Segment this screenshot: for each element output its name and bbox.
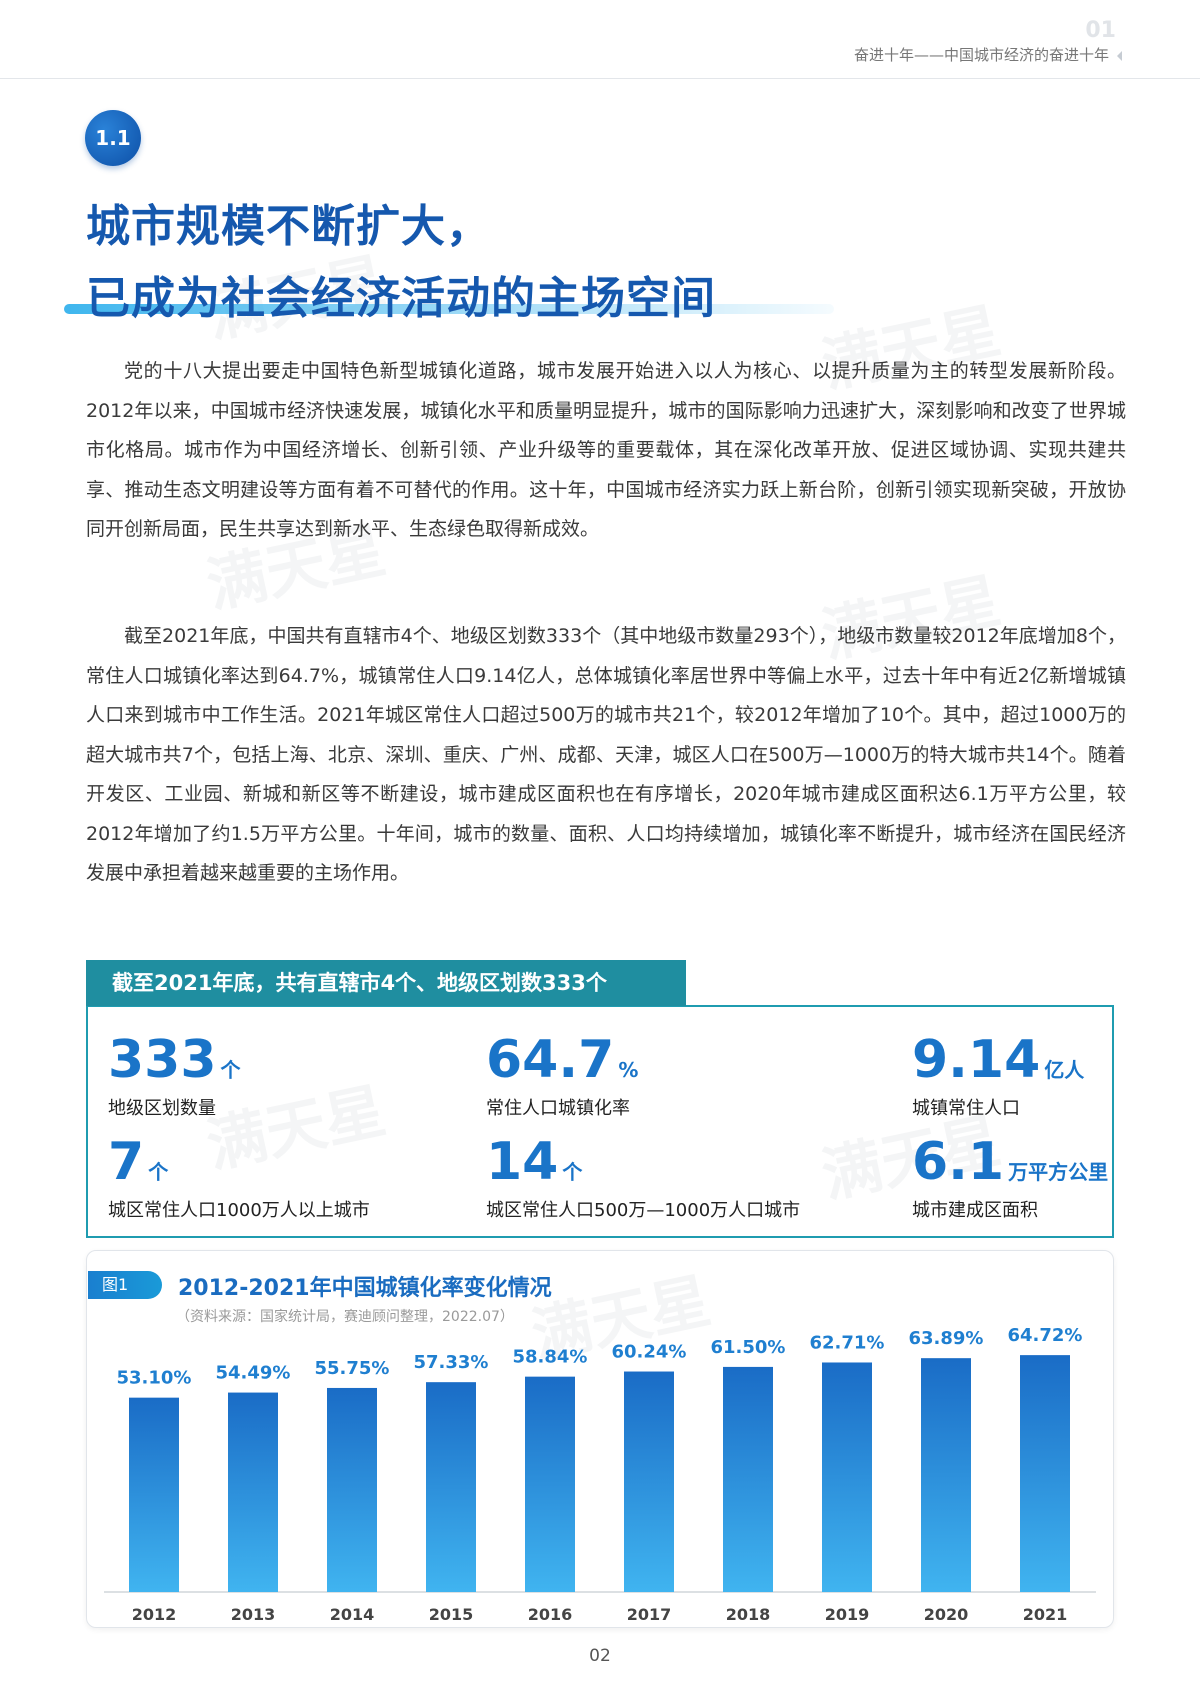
stat-number: 333 (108, 1030, 217, 1090)
stat-unit: 万平方公里 (1008, 1160, 1109, 1184)
running-title: 奋进十年——中国城市经济的奋进十年 (854, 44, 1122, 65)
stat-number: 9.14 (912, 1030, 1041, 1090)
stat-label: 城区常住人口500万—1000万人口城市 (486, 1200, 801, 1221)
chart-source: （资料来源：国家统计局，赛迪顾问整理，2022.07） (176, 1309, 514, 1325)
stat-value: 64.7% (486, 1030, 638, 1090)
paragraph: 截至2021年底，中国共有直辖市4个、地级区划数333个（其中地级市数量293个… (86, 625, 1126, 884)
paragraph: 党的十八大提出要走中国特色新型城镇化道路，城市发展开始进入以人为核心、以提升质量… (86, 360, 1126, 540)
stat-number: 64.7 (486, 1030, 615, 1090)
stat-value: 6.1 万平方公里 (912, 1132, 1108, 1192)
figure-tag: 图1 (88, 1271, 162, 1299)
chart-title: 2012-2021年中国城镇化率变化情况 (178, 1276, 552, 1301)
page-label: 01 (1085, 18, 1116, 43)
stat-unit: % (618, 1058, 639, 1082)
stats-box (86, 1005, 1114, 1238)
section-title: 已成为社会经济活动的主场空间 (86, 273, 716, 324)
stat-label: 城市建成区面积 (912, 1200, 1038, 1221)
stat-label: 地级区划数量 (108, 1098, 216, 1119)
section-number: 1.1 (85, 110, 141, 166)
stat-value: 333 个 (108, 1030, 241, 1090)
stat-value: 9.14 亿人 (912, 1030, 1084, 1090)
stat-unit: 个 (148, 1160, 169, 1184)
header-rule (0, 78, 1200, 79)
stat-label: 常住人口城镇化率 (486, 1098, 630, 1119)
stat-number: 7 (108, 1132, 145, 1192)
section-title: 城市规模不断扩大， (86, 201, 491, 252)
stat-number: 14 (486, 1132, 559, 1192)
stat-unit: 个 (220, 1058, 241, 1082)
figure (86, 1250, 1114, 1628)
stats-title: 截至2021年底，共有直辖市4个、地级区划数333个 (86, 960, 686, 1006)
title-underline (64, 304, 834, 314)
stat-unit: 亿人 (1044, 1058, 1085, 1082)
stat-number: 6.1 (912, 1132, 1005, 1192)
stat-label: 城镇常住人口 (912, 1098, 1020, 1119)
stat-unit: 个 (562, 1160, 583, 1184)
stat-label: 城区常住人口1000万人以上城市 (108, 1200, 370, 1221)
page-number: 02 (589, 1646, 611, 1666)
stat-value: 14 个 (486, 1132, 582, 1192)
